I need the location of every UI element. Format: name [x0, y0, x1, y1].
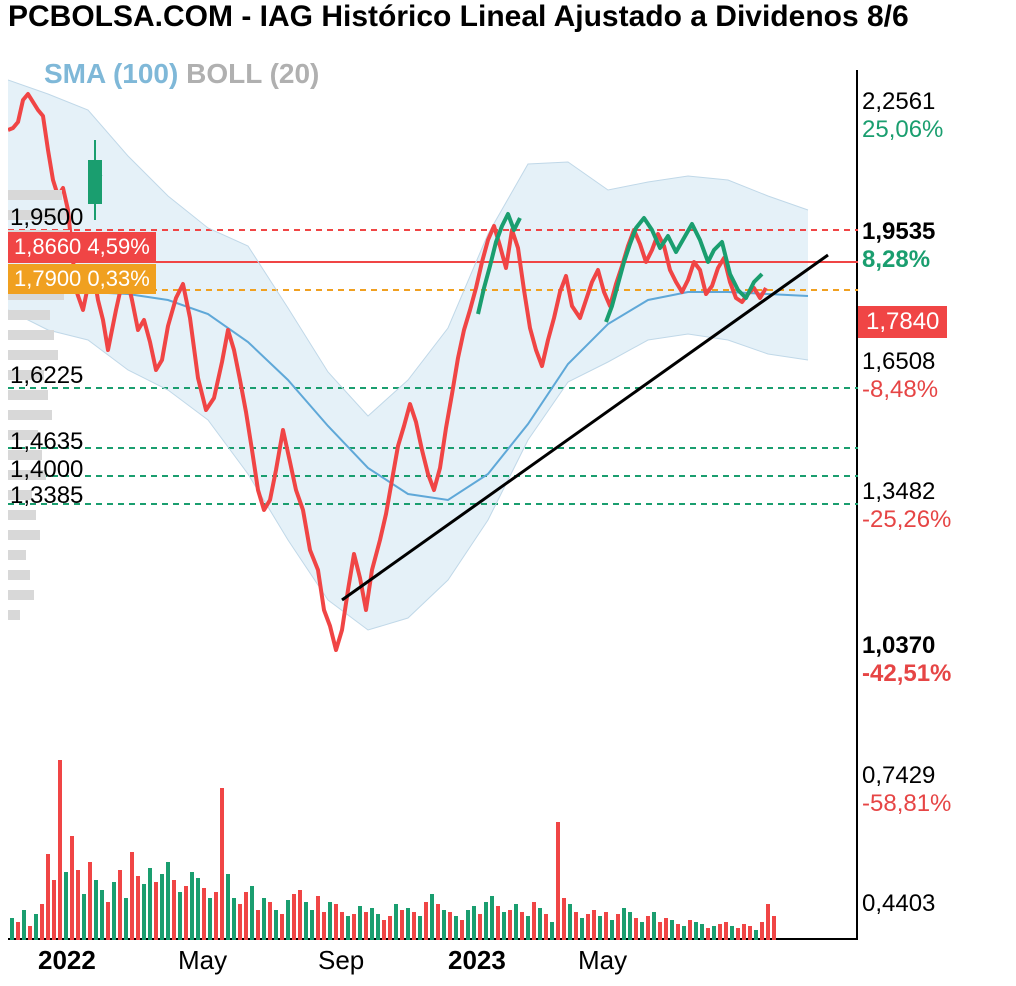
current-price-marker: 1,7840: [858, 306, 947, 338]
left-price-label: 1,4635: [10, 428, 83, 456]
price-level-box: 1,7900 0,33%: [8, 264, 156, 294]
left-price-label: 1,6225: [10, 362, 83, 390]
x-axis-tick: May: [578, 945, 627, 976]
x-axis-tick: Sep: [318, 945, 364, 976]
y-axis-label: 1,3482-25,26%: [862, 478, 951, 534]
price-level-box: 1,8660 4,59%: [8, 232, 156, 262]
y-axis-label: 1,0370-42,51%: [862, 632, 951, 688]
x-axis-tick: 2022: [38, 945, 96, 976]
y-axis-label: 1,6508-8,48%: [862, 348, 938, 404]
y-axis-label: 1,95358,28%: [862, 218, 935, 274]
chart-svg: [8, 70, 858, 940]
x-axis-tick: May: [178, 945, 227, 976]
left-price-label: 1,9500: [10, 204, 83, 232]
chart-title: PCBOLSA.COM - IAG Histórico Lineal Ajust…: [8, 0, 1016, 34]
left-price-label: 1,3385: [10, 482, 83, 510]
y-axis-label: 0,7429-58,81%: [862, 762, 951, 818]
y-axis-right: 2,256125,06% 1,95358,28% 1,6508-8,48% 1,348…: [862, 70, 1012, 940]
y-axis-label: 2,256125,06%: [862, 88, 943, 144]
y-axis-label: 0,4403: [862, 890, 935, 918]
left-price-label: 1,4000: [10, 456, 83, 484]
x-axis-tick: 2023: [448, 945, 506, 976]
chart-panel[interactable]: [8, 70, 858, 940]
